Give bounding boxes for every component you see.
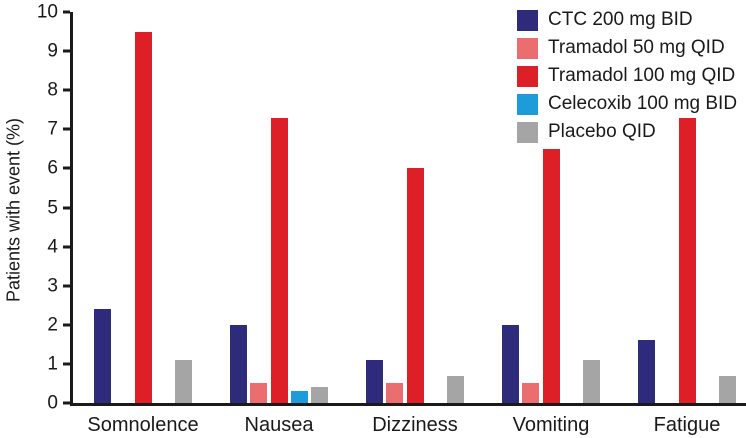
legend-row-celecoxib-100-mg-bid: Celecoxib 100 mg BID	[517, 90, 737, 118]
bar-vomiting-tramadol-100-mg-qid	[542, 148, 560, 403]
y-tick-label-8: 8	[47, 79, 58, 101]
y-tick-label-6: 6	[47, 157, 58, 179]
y-tick-8	[63, 88, 70, 92]
y-tick-2	[63, 323, 70, 327]
bar-somnolence-placebo-qid	[175, 360, 193, 403]
y-tick-label-4: 4	[47, 236, 58, 258]
y-tick-1	[63, 362, 70, 366]
bar-dizziness-placebo-qid	[447, 375, 465, 403]
bar-nausea-tramadol-50-mg-qid	[250, 383, 268, 403]
legend-row-tramadol-100-mg-qid: Tramadol 100 mg QID	[517, 62, 737, 90]
y-tick-label-10: 10	[36, 1, 58, 23]
y-tick-label-3: 3	[47, 275, 58, 297]
legend-swatch-tramadol-50-mg-qid	[517, 37, 538, 59]
bar-dizziness-tramadol-100-mg-qid	[406, 168, 424, 403]
y-tick-6	[63, 166, 70, 170]
bar-vomiting-placebo-qid	[583, 360, 601, 403]
x-category-label-nausea: Nausea	[244, 414, 314, 436]
y-tick-0	[63, 401, 70, 405]
y-tick-4	[63, 245, 70, 249]
legend-swatch-tramadol-100-mg-qid	[517, 65, 538, 87]
y-tick-5	[63, 206, 70, 209]
y-tick-label-1: 1	[47, 353, 58, 375]
legend-row-placebo-qid: Placebo QID	[517, 118, 737, 146]
legend: CTC 200 mg BID Tramadol 50 mg QID Tramadol…	[517, 6, 737, 146]
legend-swatch-placebo-qid	[517, 121, 538, 143]
bar-dizziness-tramadol-50-mg-qid	[386, 383, 404, 403]
legend-row-ctc-200-mg-bid: CTC 200 mg BID	[517, 6, 737, 34]
bar-fatigue-placebo-qid	[719, 375, 737, 403]
y-tick-7	[63, 127, 70, 131]
y-tick-label-7: 7	[47, 118, 58, 140]
legend-label-tramadol-100-mg-qid: Tramadol 100 mg QID	[548, 65, 736, 86]
y-tick-label-2: 2	[47, 314, 58, 336]
x-category-label-vomiting: Vomiting	[512, 414, 590, 436]
y-tick-10	[63, 10, 70, 14]
bar-nausea-ctc-200-mg-bid	[229, 324, 247, 403]
legend-label-celecoxib-100-mg-bid: Celecoxib 100 mg BID	[548, 93, 738, 114]
legend-swatch-ctc-200-mg-bid	[517, 9, 538, 31]
bar-vomiting-tramadol-50-mg-qid	[522, 383, 540, 403]
y-tick-label-9: 9	[47, 40, 58, 62]
y-tick-label-5: 5	[47, 197, 58, 218]
bar-nausea-placebo-qid	[311, 387, 329, 403]
y-tick-9	[63, 49, 70, 53]
bar-vomiting-ctc-200-mg-bid	[501, 324, 519, 403]
plot-area: 0 1 2 3 4 5 6 7 8 9 10 Somnolence Nausea Dizziness Vom…	[37, 3, 746, 436]
bar-nausea-celecoxib-100-mg-bid	[290, 391, 308, 403]
x-category-label-fatigue: Fatigue	[653, 414, 721, 436]
bar-nausea-tramadol-100-mg-qid	[270, 117, 288, 403]
legend-row-tramadol-50-mg-qid: Tramadol 50 mg QID	[517, 34, 737, 62]
y-tick-3	[63, 284, 70, 288]
legend-swatch-celecoxib-100-mg-bid	[517, 93, 538, 115]
x-category-label-dizziness: Dizziness	[372, 414, 458, 436]
bar-dizziness-ctc-200-mg-bid	[365, 360, 383, 403]
y-tick-label-0: 0	[47, 392, 58, 414]
legend-label-placebo-qid: Placebo QID	[548, 121, 656, 142]
legend-label-ctc-200-mg-bid: CTC 200 mg BID	[548, 9, 693, 30]
bar-fatigue-ctc-200-mg-bid	[637, 340, 655, 403]
x-category-label-somnolence: Somnolence	[87, 414, 199, 436]
bar-somnolence-ctc-200-mg-bid	[93, 309, 111, 403]
legend-label-tramadol-50-mg-qid: Tramadol 50 mg QID	[548, 37, 725, 58]
bar-somnolence-tramadol-100-mg-qid	[134, 31, 152, 403]
bar-fatigue-tramadol-100-mg-qid	[678, 117, 696, 403]
